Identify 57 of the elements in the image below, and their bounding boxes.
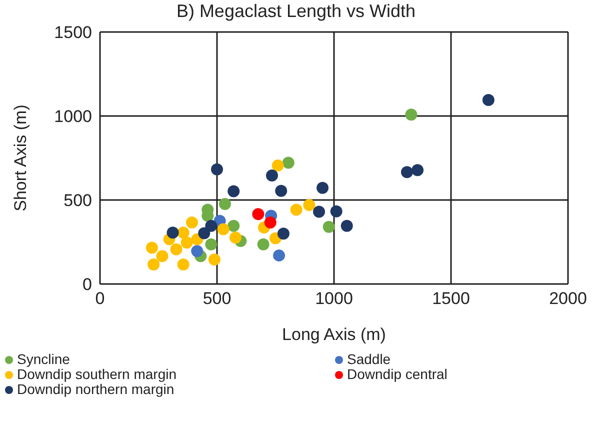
point xyxy=(166,226,179,239)
point xyxy=(208,253,220,266)
point xyxy=(316,182,329,194)
point xyxy=(228,185,240,198)
point xyxy=(272,160,284,172)
point xyxy=(191,245,204,258)
point xyxy=(303,199,316,212)
point xyxy=(170,243,182,256)
legend-label: Syncline xyxy=(17,351,70,367)
point xyxy=(177,258,190,271)
point xyxy=(482,94,494,106)
point xyxy=(148,258,160,271)
point xyxy=(412,164,424,176)
point xyxy=(313,206,326,218)
point xyxy=(273,249,286,262)
point xyxy=(340,220,353,232)
point xyxy=(205,238,218,250)
point xyxy=(228,220,240,232)
point xyxy=(322,220,335,233)
point xyxy=(205,220,218,232)
legend-label: Saddle xyxy=(347,351,391,367)
point xyxy=(277,228,290,240)
y-tick-label: 0 xyxy=(82,275,92,294)
y-axis-title: Short Axis (m) xyxy=(11,104,30,212)
x-tick-label: 2000 xyxy=(549,289,587,308)
x-tick-label: 1500 xyxy=(432,289,470,308)
point xyxy=(211,163,223,176)
point xyxy=(264,216,276,229)
x-tick-label: 0 xyxy=(95,289,105,308)
point xyxy=(218,198,231,210)
chart-title: B) Megaclast Length vs Width xyxy=(175,0,417,22)
y-tick-label: 1500 xyxy=(54,23,92,42)
point xyxy=(186,216,198,229)
y-tick-label: 1000 xyxy=(54,107,92,126)
point xyxy=(290,204,302,216)
x-axis-title: Long Axis (m) xyxy=(282,325,386,344)
point xyxy=(156,250,168,262)
point xyxy=(146,242,158,254)
point xyxy=(198,227,210,240)
point xyxy=(257,238,270,250)
point xyxy=(177,226,190,239)
y-tick-label: 500 xyxy=(64,191,92,210)
x-tick-label: 1000 xyxy=(315,289,353,308)
point xyxy=(266,169,278,182)
legend-label: Downdip central xyxy=(347,366,448,382)
point xyxy=(330,205,342,218)
point xyxy=(405,108,418,121)
legend-label: Downdip northern margin xyxy=(17,381,174,397)
x-tick-label: 500 xyxy=(202,289,232,308)
point xyxy=(401,166,414,178)
point xyxy=(229,232,242,244)
point xyxy=(275,184,288,197)
point xyxy=(282,156,294,169)
point xyxy=(180,236,193,249)
point xyxy=(252,208,264,220)
point xyxy=(217,223,230,236)
legend-label: Downdip southern margin xyxy=(17,366,177,382)
